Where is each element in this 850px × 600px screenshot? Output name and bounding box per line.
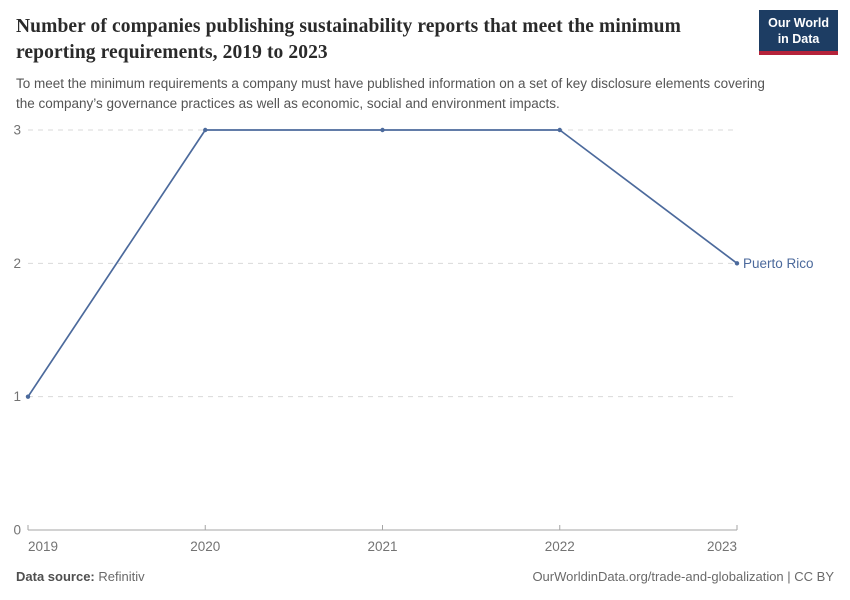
data-point xyxy=(380,127,385,133)
y-axis-tick-label: 0 xyxy=(13,523,21,538)
owid-logo-line2: in Data xyxy=(777,31,820,46)
series-end-label: Puerto Rico xyxy=(743,256,814,271)
y-axis-tick-label: 3 xyxy=(13,123,21,138)
credit-link[interactable]: OurWorldinData.org/trade-and-globalizati… xyxy=(532,569,834,584)
x-axis-tick-label: 2019 xyxy=(28,539,58,554)
data-source: Data source: Refinitiv xyxy=(16,569,145,584)
chart-subtitle: To meet the minimum requirements a compa… xyxy=(16,76,765,112)
chart-title: Number of companies publishing sustainab… xyxy=(16,16,681,64)
data-source-value: Refinitiv xyxy=(98,569,145,584)
x-axis-tick-label: 2023 xyxy=(707,539,737,554)
owid-logo[interactable]: Our World in Data xyxy=(759,10,838,56)
x-axis-tick-label: 2020 xyxy=(190,539,220,554)
data-source-label: Data source: xyxy=(16,569,95,584)
y-axis-tick-label: 1 xyxy=(13,389,21,404)
data-point xyxy=(25,394,31,399)
x-axis-tick-label: 2021 xyxy=(367,539,397,554)
data-point xyxy=(734,261,740,266)
chart-footer: Data source: Refinitiv OurWorldinData.or… xyxy=(16,569,834,584)
data-point xyxy=(203,127,208,133)
y-axis-tick-label: 2 xyxy=(13,256,21,271)
x-axis-tick-label: 2022 xyxy=(545,539,575,554)
owid-logo-line1: Our World xyxy=(768,16,829,30)
data-point xyxy=(557,127,562,133)
